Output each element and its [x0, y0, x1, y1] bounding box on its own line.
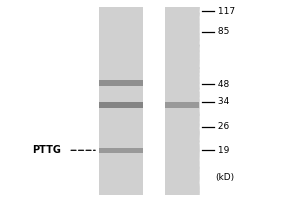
Text: 117: 117 [215, 7, 236, 16]
Text: 34: 34 [215, 97, 230, 106]
Bar [100, 80, 142, 86]
Bar [165, 7, 199, 195]
Bar [100, 148, 142, 153]
Text: 48: 48 [215, 80, 230, 89]
Bar [165, 102, 199, 108]
Text: 26: 26 [215, 122, 230, 131]
Bar [100, 7, 142, 195]
Text: 85: 85 [215, 27, 230, 36]
Text: 19: 19 [215, 146, 230, 155]
Text: (kD): (kD) [215, 173, 235, 182]
Text: PTTG: PTTG [32, 145, 61, 155]
Bar [100, 102, 142, 108]
